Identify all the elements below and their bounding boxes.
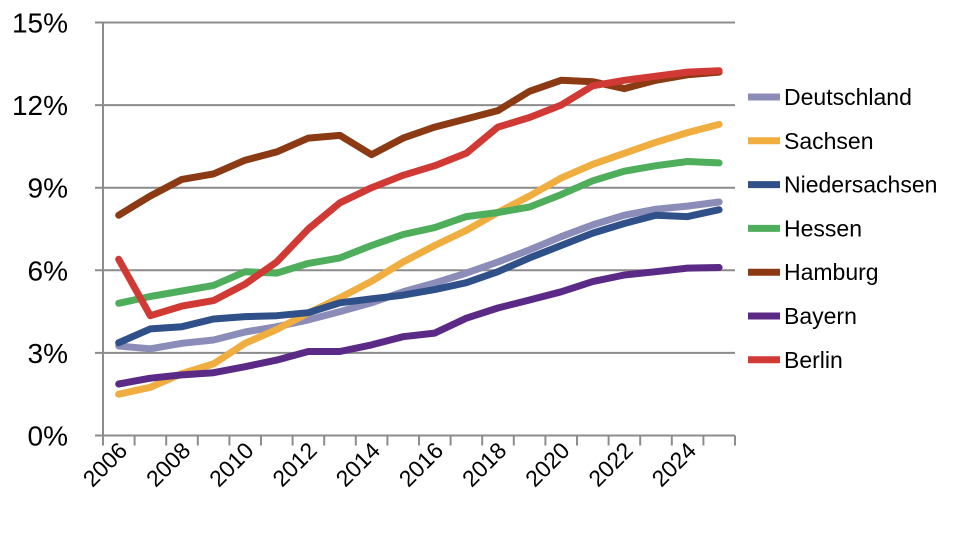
- series-line-sachsen: [115, 120, 723, 398]
- x-tick-label: 2014: [330, 437, 385, 492]
- legend-label: Bayern: [784, 303, 857, 329]
- legend-label: Deutschland: [784, 84, 912, 110]
- x-tick-label: 2008: [141, 437, 196, 492]
- x-tick-label: 2022: [583, 437, 638, 492]
- x-tick-label: 2018: [457, 437, 512, 492]
- legend: Deutschland Sachsen Niedersachsen Hessen Ham…: [748, 84, 937, 373]
- legend-label: Hessen: [784, 215, 862, 241]
- legend-label: Berlin: [784, 347, 843, 373]
- series-line-bayern: [115, 264, 723, 388]
- legend-label: Hamburg: [784, 259, 879, 285]
- x-tick-label: 2010: [204, 437, 259, 492]
- y-tick-label: 12%: [12, 90, 68, 121]
- y-tick-label: 15%: [12, 8, 68, 39]
- y-tick-label: 0%: [28, 421, 68, 452]
- x-tick-label: 2006: [78, 437, 133, 492]
- y-tick-label: 6%: [28, 255, 68, 286]
- x-tick-label: 2024: [646, 437, 701, 492]
- series-line-hessen: [115, 158, 723, 307]
- gridlines: [95, 21, 735, 437]
- series-lines: [115, 67, 723, 398]
- legend-label: Niedersachsen: [784, 172, 937, 198]
- series-line-deutschland: [115, 198, 723, 353]
- x-tick-label: 2012: [267, 437, 322, 492]
- x-tick-label: 2016: [394, 437, 449, 492]
- legend-label: Sachsen: [784, 128, 874, 154]
- series-line-hamburg: [115, 68, 723, 219]
- y-tick-label: 9%: [28, 173, 68, 204]
- y-tick-label: 3%: [28, 338, 68, 369]
- y-axis-ticks: 0% 3% 6% 9% 12% 15%: [12, 8, 68, 452]
- series-line-berlin: [115, 67, 723, 320]
- series-line-niedersachsen: [115, 206, 723, 347]
- x-tick-label: 2020: [520, 437, 575, 492]
